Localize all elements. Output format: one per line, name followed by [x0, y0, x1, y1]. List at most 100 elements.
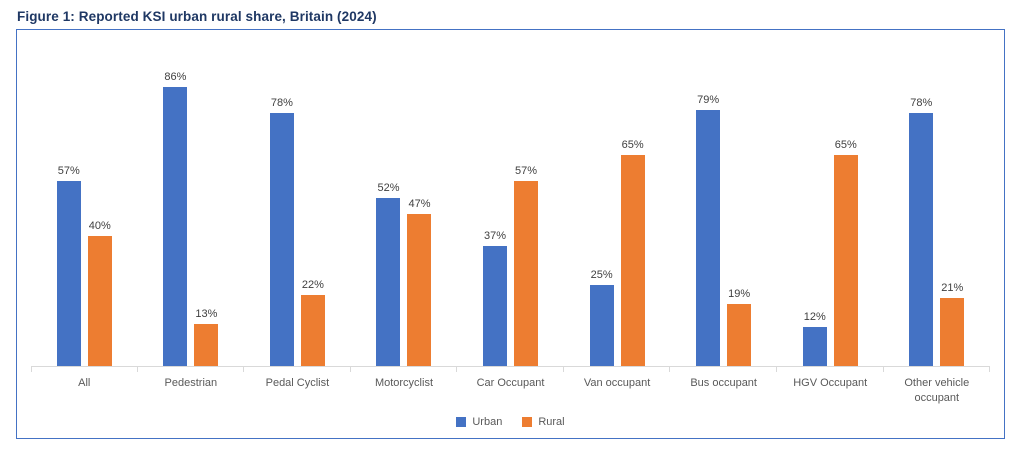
category-label: Pedestrian	[164, 377, 218, 389]
rural-bar-wrap: 47%	[407, 198, 432, 366]
rural-bar-wrap: 65%	[833, 139, 858, 366]
bar-group: 12% 65%	[777, 30, 884, 366]
urban-bar-wrap: 57%	[56, 165, 81, 366]
category-label: HGV Occupant	[793, 377, 868, 389]
urban-bar	[589, 285, 614, 366]
chart-frame: 57% 40% All 86% 13% Pedestrian 78% 22% Pedal Cyc…	[16, 29, 1005, 439]
rural-bar-wrap: 13%	[194, 308, 219, 366]
rural-data-label: 22%	[301, 279, 324, 291]
urban-bar-wrap: 86%	[163, 71, 188, 366]
urban-bar	[909, 113, 934, 366]
bar-group: 79% 19%	[670, 30, 777, 366]
rural-data-label: 47%	[408, 198, 431, 210]
urban-data-label: 79%	[697, 94, 720, 106]
rural-bar	[514, 181, 539, 366]
legend-item-urban: Urban	[456, 416, 502, 428]
category-column: 86% 13% Pedestrian	[137, 30, 245, 414]
category-column: 25% 65% Van occupant	[563, 30, 671, 414]
category-label: Car Occupant	[476, 377, 545, 389]
urban-bar-wrap: 78%	[269, 97, 294, 366]
legend-label-rural: Rural	[538, 416, 565, 428]
urban-bar	[376, 198, 401, 366]
category-label: Bus occupant	[690, 377, 757, 389]
urban-data-label: 12%	[803, 311, 826, 323]
rural-data-label: 13%	[195, 308, 218, 320]
category-label: All	[78, 377, 91, 389]
bar-group: 57% 40%	[31, 30, 138, 366]
rural-bar-wrap: 65%	[620, 139, 645, 366]
urban-bar-wrap: 52%	[376, 182, 401, 366]
category-column: 12% 65% HGV Occupant	[776, 30, 884, 414]
rural-bar-wrap: 40%	[87, 220, 112, 366]
rural-legend-swatch-icon	[522, 417, 533, 427]
urban-bar-wrap: 79%	[696, 94, 721, 366]
urban-bar	[56, 181, 81, 366]
rural-bar	[300, 295, 325, 366]
urban-bar	[802, 327, 827, 366]
legend-item-rural: Rural	[522, 416, 565, 428]
bar-group: 78% 21%	[884, 30, 991, 366]
axis-tick	[244, 366, 351, 372]
urban-data-label: 25%	[590, 269, 613, 281]
rural-data-label: 19%	[728, 288, 751, 300]
rural-bar	[727, 304, 752, 366]
rural-data-label: 57%	[515, 165, 538, 177]
axis-tick	[776, 366, 884, 372]
rural-bar	[940, 298, 965, 366]
urban-bar	[163, 87, 188, 366]
chart-plot-area: 57% 40% All 86% 13% Pedestrian 78% 22% Pedal Cyc…	[31, 30, 991, 414]
axis-tick	[31, 366, 138, 372]
axis-tick	[670, 366, 777, 372]
rural-data-label: 65%	[834, 139, 857, 151]
bar-group: 37% 57%	[457, 30, 564, 366]
rural-data-label: 65%	[621, 139, 644, 151]
bar-group: 86% 13%	[138, 30, 245, 366]
bar-group: 78% 22%	[244, 30, 351, 366]
axis-tick	[563, 366, 671, 372]
rural-bar	[87, 236, 112, 366]
urban-data-label: 78%	[910, 97, 933, 109]
category-column: 78% 22% Pedal Cyclist	[244, 30, 351, 414]
rural-bar	[194, 324, 219, 366]
urban-data-label: 52%	[377, 182, 400, 194]
rural-data-label: 21%	[941, 282, 964, 294]
urban-data-label: 78%	[270, 97, 293, 109]
category-label: Other vehicle occupant	[904, 377, 970, 404]
chart-legend: Urban Rural	[17, 414, 1004, 438]
bar-group: 52% 47%	[351, 30, 458, 366]
axis-tick	[883, 366, 991, 372]
urban-bar-wrap: 25%	[589, 269, 614, 366]
category-label: Pedal Cyclist	[265, 377, 330, 389]
category-column: 79% 19% Bus occupant	[670, 30, 777, 414]
legend-label-urban: Urban	[472, 416, 503, 428]
category-label: Van occupant	[583, 377, 651, 389]
category-label: Motorcyclist	[374, 377, 433, 389]
rural-bar-wrap: 22%	[300, 279, 325, 366]
rural-data-label: 40%	[88, 220, 111, 232]
rural-bar-wrap: 21%	[940, 282, 965, 366]
category-column: 57% 40% All	[31, 30, 138, 414]
axis-tick	[350, 366, 458, 372]
rural-bar	[620, 155, 645, 366]
bar-group: 25% 65%	[564, 30, 671, 366]
urban-bar-wrap: 12%	[802, 311, 827, 366]
urban-data-label: 86%	[164, 71, 187, 83]
urban-bar	[696, 110, 721, 366]
urban-bar-wrap: 78%	[909, 97, 934, 366]
rural-bar	[833, 155, 858, 366]
urban-legend-swatch-icon	[456, 417, 467, 427]
axis-tick	[137, 366, 245, 372]
category-column: 78% 21% Other vehicle occupant	[883, 30, 991, 414]
figure-title: Figure 1: Reported KSI urban rural share…	[17, 9, 377, 24]
urban-bar	[483, 246, 508, 366]
category-column: 52% 47% Motorcyclist	[350, 30, 458, 414]
urban-bar-wrap: 37%	[483, 230, 508, 366]
urban-data-label: 37%	[484, 230, 507, 242]
rural-bar	[407, 214, 432, 366]
rural-bar-wrap: 19%	[727, 288, 752, 366]
urban-data-label: 57%	[57, 165, 80, 177]
urban-bar	[269, 113, 294, 366]
rural-bar-wrap: 57%	[514, 165, 539, 366]
category-column: 37% 57% Car Occupant	[457, 30, 564, 414]
